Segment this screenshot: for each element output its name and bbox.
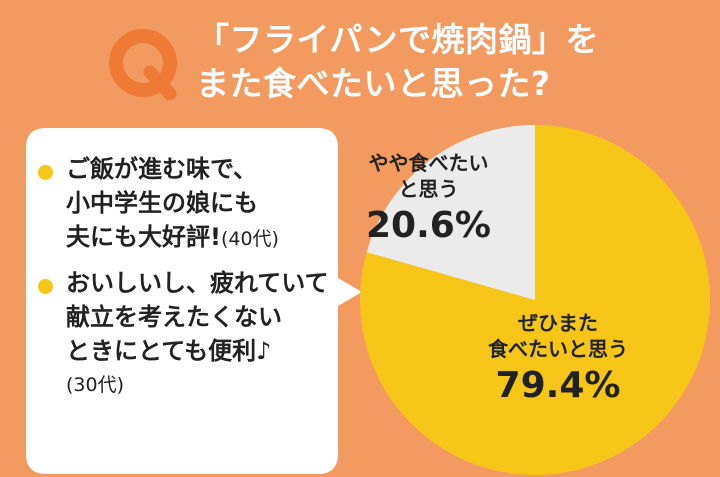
comment-line: 夫にも大好評!(40代) bbox=[66, 220, 336, 256]
comment-text: 夫にも大好評! bbox=[66, 223, 221, 251]
comment-line: 小中学生の娘にも bbox=[66, 189, 258, 217]
pie-slice-strongly-agree bbox=[359, 125, 710, 476]
pie-slice-somewhat-agree bbox=[366, 125, 535, 300]
comment-age: (30代) bbox=[66, 374, 125, 396]
slice-name-line: 食べたいと思う bbox=[488, 337, 628, 361]
question-line-1: 「フライパンで焼肉鍋」を bbox=[196, 20, 599, 59]
comment-line: ご飯が進む味で、 bbox=[66, 155, 258, 183]
comment-age: (40代) bbox=[220, 228, 279, 250]
comment-item: ご飯が進む味で、 小中学生の娘にも 夫にも大好評!(40代) bbox=[36, 152, 336, 256]
question-title: 「フライパンで焼肉鍋」を また食べたいと思った? bbox=[196, 18, 599, 106]
slice-label-somewhat-agree: やや食べたい と思う 20.6% bbox=[366, 150, 491, 250]
slice-label-strongly-agree: ぜひまた 食べたいと思う 79.4% bbox=[488, 310, 628, 410]
q-badge-icon bbox=[109, 29, 177, 100]
slice-name-line: やや食べたい bbox=[368, 151, 489, 175]
slice-percentage: 20.6% bbox=[366, 205, 491, 246]
question-line-2: また食べたいと思った? bbox=[196, 64, 551, 103]
comment-list: ご飯が進む味で、 小中学生の娘にも 夫にも大好評!(40代) おいしいし、疲れて… bbox=[36, 152, 336, 412]
comment-line: 献立を考えたくない bbox=[66, 303, 282, 331]
comment-line: ときにとても便利♪ bbox=[66, 337, 272, 365]
bullet-dot-icon bbox=[38, 165, 53, 180]
slice-name-line: と思う bbox=[398, 177, 459, 201]
comment-item: おいしいし、疲れていて 献立を考えたくない ときにとても便利♪ (30代) bbox=[36, 266, 336, 402]
bullet-dot-icon bbox=[38, 279, 53, 294]
comment-line: おいしいし、疲れていて bbox=[66, 269, 329, 297]
slice-name-line: ぜひまた bbox=[518, 311, 598, 335]
slice-percentage: 79.4% bbox=[495, 365, 621, 406]
